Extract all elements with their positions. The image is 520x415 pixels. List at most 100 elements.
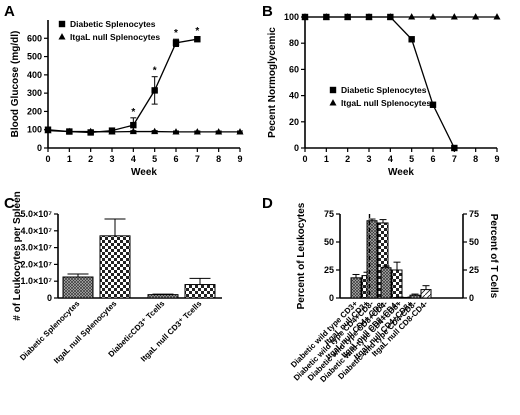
y-axis-label: Pecent Normoglycemic [267, 27, 278, 138]
x-tick-label: 3 [366, 154, 371, 164]
panel-label-b: B [262, 3, 273, 20]
series-line [305, 16, 455, 149]
panel-label-a: A [4, 3, 15, 20]
category-label: Diabetic Splenocytes [18, 299, 82, 363]
bar [420, 289, 432, 299]
data-point [65, 127, 73, 135]
y-tick-label: 0 [329, 293, 334, 303]
data-point [493, 13, 501, 20]
y-tick-label: 100 [284, 12, 299, 22]
bar [184, 284, 216, 299]
y-tick-label: 20 [289, 117, 299, 127]
data-point [322, 13, 330, 20]
data-point [194, 36, 201, 43]
x-tick-label: 8 [473, 154, 478, 164]
panel-label-d: D [262, 195, 273, 212]
y-tick-label: 200 [27, 106, 42, 116]
y2-tick-label: 75 [469, 209, 479, 219]
y-axis-label: # of Leukocytes per Spleen [12, 191, 23, 321]
data-point [386, 13, 394, 20]
x-tick-label: 5 [152, 154, 157, 164]
data-point [151, 127, 159, 135]
data-point [451, 144, 458, 152]
y-tick-label: 600 [27, 33, 42, 43]
series-line [47, 129, 240, 133]
x-tick-label: 3 [109, 154, 114, 164]
y2-axis-label: Percent of T Cells [488, 214, 499, 299]
y-tick-label: 400 [27, 70, 42, 80]
chart-c: 0 1.0×10⁷ 2.0×10⁷ 3.0×10⁷ 4.0×10⁷ 5.0×10⁷# of… [12, 191, 222, 365]
x-tick-label: 5 [409, 154, 414, 164]
y-tick-label: 40 [289, 91, 299, 101]
legend-label: ItgaL null Splenocytes [341, 98, 431, 108]
bar [380, 267, 392, 299]
data-point [129, 127, 137, 135]
x-tick-label: 1 [67, 154, 72, 164]
y-tick-label: 50 [324, 237, 334, 247]
data-point [429, 101, 437, 108]
chart-b: 0 20 40 60 80 100 0 1 2 3 4 5 6 7 8 9 Week Pecent Normogl… [267, 12, 501, 178]
bar [99, 235, 131, 299]
y-tick-label: 0 [37, 143, 42, 153]
y2-tick-label: 50 [469, 237, 479, 247]
y-tick-label: 75 [324, 209, 334, 219]
y-axis-label: Blood Glucose (mg/dl) [10, 31, 21, 138]
legend-marker [329, 99, 337, 106]
legend-label: Diabetic Splenocytes [70, 19, 156, 29]
x-axis-label: Week [388, 167, 414, 178]
x-tick-label: 2 [345, 154, 350, 164]
y2-tick-label: 25 [469, 265, 479, 275]
y-tick-label: 300 [27, 88, 42, 98]
bar [366, 220, 378, 299]
significance-star: * [153, 66, 157, 77]
bar [147, 294, 179, 299]
significance-star: * [195, 26, 199, 37]
x-tick-label: 0 [302, 154, 307, 164]
chart-d: 0 25 50 75 0 25 50 75 Percent of T Cells Percent … [289, 202, 499, 384]
bar [62, 276, 94, 299]
x-tick-label: 6 [173, 154, 178, 164]
y-tick-label: 0 [47, 293, 52, 303]
data-point [87, 127, 95, 135]
x-axis-label: Week [131, 167, 157, 178]
y-tick-label: 2.0×10⁷ [21, 259, 53, 269]
panel-label-c: C [4, 195, 15, 212]
x-tick-label: 8 [216, 154, 221, 164]
x-tick-label: 4 [131, 154, 136, 164]
x-tick-label: 9 [237, 154, 242, 164]
x-tick-label: 6 [430, 154, 435, 164]
chart-a: 0 100 200 300 400 500 600 0 1 2 3 4 5 6 7 8 9 Week Blood G… [10, 19, 244, 178]
significance-star: * [174, 28, 178, 39]
data-point [236, 128, 244, 135]
bar [391, 269, 403, 299]
y-tick-label: 80 [289, 38, 299, 48]
data-point [472, 13, 480, 20]
series-line [47, 38, 198, 134]
x-tick-label: 7 [452, 154, 457, 164]
x-tick-label: 7 [195, 154, 200, 164]
y-tick-label: 500 [27, 52, 42, 62]
bar [409, 294, 421, 299]
data-point [172, 128, 180, 135]
category-label: ItgaL null CD3⁺ Tcells [139, 299, 204, 364]
y-tick-label: 4.0×10⁷ [21, 226, 53, 236]
bar [350, 277, 362, 299]
legend-label: Diabetic Splenocytes [341, 85, 427, 95]
y-tick-label: 60 [289, 64, 299, 74]
y-tick-label: 100 [27, 125, 42, 135]
x-tick-label: 0 [45, 154, 50, 164]
data-point [130, 121, 137, 129]
data-point [365, 13, 373, 20]
x-tick-label: 1 [324, 154, 329, 164]
data-point [408, 13, 416, 20]
x-tick-label: 9 [494, 154, 499, 164]
y-tick-label: 5.0×10⁷ [21, 209, 53, 219]
legend-marker [329, 86, 337, 94]
legend-marker [58, 33, 66, 40]
y-tick-label: 1.0×10⁷ [21, 276, 53, 286]
y-tick-label: 0 [294, 143, 299, 153]
significance-star: * [131, 107, 135, 118]
y-axis-label: Percent of Leukocytes [296, 202, 307, 309]
y2-tick-label: 0 [469, 293, 474, 303]
